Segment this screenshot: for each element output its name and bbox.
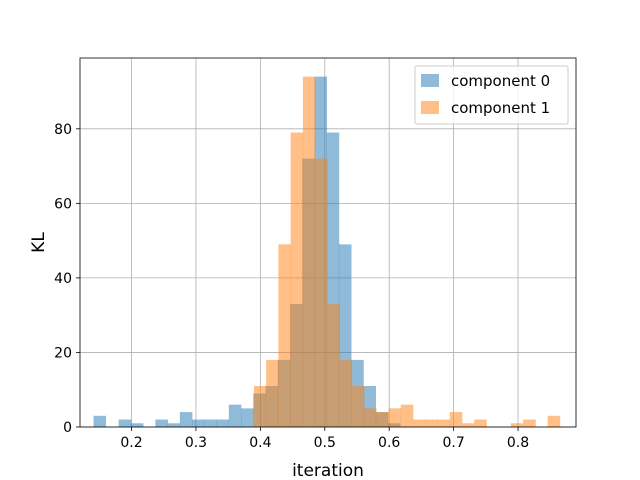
- histogram-bar: [315, 158, 328, 428]
- y-tick-label: 0: [63, 420, 72, 436]
- x-tick-label: 0.8: [507, 435, 529, 451]
- histogram-bar: [449, 412, 463, 427]
- histogram-bar: [425, 419, 438, 427]
- histogram-bar: [241, 408, 254, 427]
- histogram-bar: [510, 423, 524, 427]
- histogram-bar: [376, 412, 389, 427]
- histogram-bar: [118, 419, 132, 427]
- histogram-bar: [339, 359, 353, 427]
- legend: component 0 component 1: [414, 65, 569, 125]
- histogram-bar: [179, 412, 193, 427]
- histogram-bar: [253, 386, 267, 427]
- x-tick-label: 0.7: [442, 435, 464, 451]
- histogram-bar: [204, 419, 217, 427]
- histogram-bar: [523, 419, 536, 427]
- legend-label-component-1: component 1: [451, 99, 550, 117]
- histogram-bar: [130, 423, 144, 427]
- x-tick-label: 0.2: [120, 435, 142, 451]
- histogram-bar: [351, 386, 365, 427]
- histogram-bar: [547, 415, 561, 427]
- histogram-bar: [93, 415, 107, 427]
- y-tick-label: 80: [54, 122, 72, 138]
- histogram-bar: [216, 419, 230, 427]
- histogram-bar: [192, 419, 205, 427]
- y-axis-ticks: 0 20 40 60 80: [54, 122, 80, 436]
- series-component-1-bars: [253, 76, 561, 428]
- legend-label-component-0: component 0: [451, 72, 550, 90]
- histogram-bar: [290, 132, 304, 427]
- y-tick-label: 40: [54, 271, 72, 287]
- histogram-bar: [400, 404, 414, 427]
- histogram-bar: [278, 244, 291, 427]
- legend-swatch-component-1: [421, 101, 439, 114]
- histogram-bar: [327, 304, 340, 427]
- legend-box: [414, 65, 569, 125]
- histogram-bar: [302, 76, 316, 428]
- histogram-bar: [266, 359, 279, 427]
- x-axis-label: iteration: [292, 461, 364, 480]
- x-axis-ticks: 0.2 0.3 0.4 0.5 0.6 0.7 0.8: [120, 427, 529, 451]
- x-tick-label: 0.3: [185, 435, 207, 451]
- histogram-bar: [155, 419, 168, 427]
- x-tick-label: 0.6: [378, 435, 400, 451]
- x-tick-label: 0.5: [314, 435, 336, 451]
- histogram-bar: [364, 408, 377, 427]
- histogram-bar: [461, 423, 475, 427]
- plot-area-frame: [79, 57, 577, 428]
- y-tick-label: 20: [54, 345, 72, 361]
- x-tick-label: 0.4: [249, 435, 271, 451]
- y-axis-label: KL: [29, 232, 49, 253]
- histogram-bar: [413, 419, 426, 427]
- legend-swatch-component-0: [421, 74, 439, 87]
- histogram-bar: [437, 419, 451, 427]
- y-tick-label: 60: [54, 196, 72, 212]
- histogram-bar: [474, 419, 487, 427]
- histogram-bar: [167, 423, 181, 427]
- histogram-bar: [228, 404, 242, 427]
- histogram-bar: [388, 408, 402, 427]
